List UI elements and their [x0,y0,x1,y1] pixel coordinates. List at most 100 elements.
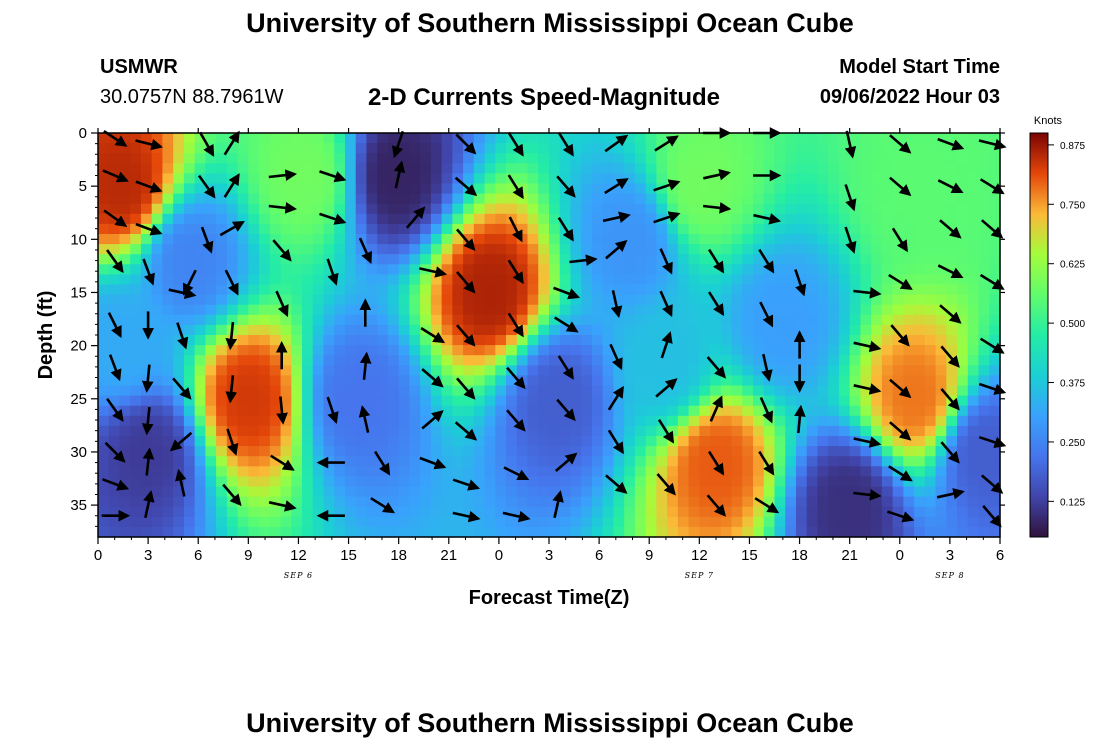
heatmap-cell [645,264,657,275]
heatmap-cell [430,143,443,154]
heatmap-cell [924,133,937,144]
heatmap-cell [248,234,260,245]
heatmap-cell [591,365,604,376]
heatmap-cell [656,274,668,286]
heatmap-cell [366,143,378,154]
heatmap-cell [280,526,292,538]
heatmap-cell [205,375,217,387]
heatmap-cell [978,446,990,457]
heatmap-cell [634,153,647,164]
heatmap-cell [667,254,679,265]
heatmap-cell [162,405,174,417]
heatmap-cell [269,446,282,457]
heatmap-cell [151,466,164,477]
heatmap-cell [259,476,271,488]
heatmap-cell [237,153,249,164]
heatmap-cell [538,425,550,437]
heatmap-cell [871,173,883,185]
heatmap-cell [967,254,980,265]
heatmap-cell [634,234,647,245]
heatmap-cell [506,335,518,346]
heatmap-cell [473,425,486,437]
heatmap-cell [581,203,593,215]
heatmap-cell [151,274,164,286]
heatmap-cell [162,173,174,185]
heatmap-cell [549,213,561,225]
heatmap-cell [817,183,829,195]
heatmap-cell [259,213,271,225]
heatmap-cell [259,324,271,336]
heatmap-cell [183,183,196,195]
heatmap-cell [570,274,582,286]
heatmap-cell [871,324,883,336]
heatmap-cell [645,496,657,508]
heatmap-cell [538,345,550,356]
heatmap-cell [613,294,625,306]
heatmap-cell [871,365,883,376]
heatmap-cell [366,506,378,518]
heatmap-cell [581,193,593,205]
heatmap-cell [387,436,400,447]
heatmap-cell [108,274,121,286]
heatmap-cell [602,456,615,467]
heatmap-cell [173,284,185,296]
heatmap-cell [162,234,174,245]
heatmap-cell [398,264,411,275]
heatmap-cell [871,456,883,467]
heatmap-cell [838,163,851,174]
heatmap-cell [795,254,808,265]
heatmap-cell [473,345,486,356]
heatmap-cell [677,223,690,235]
heatmap-cell [484,355,496,366]
heatmap-cell [731,446,743,457]
heatmap-cell [119,496,131,508]
heatmap-cell [957,395,969,407]
heatmap-cell [259,365,271,376]
heatmap-cell [420,375,432,387]
heatmap-cell [259,314,271,326]
heatmap-cell [699,203,711,215]
heatmap-cell [108,395,121,407]
heatmap-cell [667,335,679,346]
heatmap-cell [731,183,743,195]
heatmap-cell [731,284,743,296]
heatmap-cell [269,324,282,336]
heatmap-cell [924,466,937,477]
heatmap-cell [549,456,561,467]
heatmap-cell [506,324,518,336]
heatmap-cell [506,304,518,316]
heatmap-cell [881,153,894,164]
heatmap-cell [667,324,679,336]
heatmap-cell [355,456,368,467]
heatmap-cell [989,213,1001,225]
heatmap-cell [795,355,808,366]
heatmap-cell [130,395,142,407]
heatmap-cell [924,365,937,376]
heatmap-cell [817,223,829,235]
heatmap-cell [624,274,636,286]
heatmap-cell [194,526,206,538]
heatmap-cell [613,506,625,518]
heatmap-cell [98,395,110,407]
heatmap-cell [634,345,647,356]
heatmap-cell [323,405,335,417]
heatmap-cell [323,365,335,376]
heatmap-cell [828,335,840,346]
heatmap-cell [269,274,282,286]
heatmap-cell [366,395,378,407]
heatmap-cell [495,365,507,376]
heatmap-cell [527,244,539,255]
heatmap-cell [119,294,131,306]
heatmap-cell [591,456,604,467]
heatmap-cell [656,466,668,477]
heatmap-cell [355,173,368,185]
heatmap-cell [538,365,550,376]
heatmap-cell [259,375,271,387]
heatmap-cell [946,466,958,477]
heatmap-cell [559,274,572,286]
heatmap-cell [785,264,797,275]
heatmap-cell [849,254,862,265]
heatmap-cell [430,516,443,528]
heatmap-cell [506,183,518,195]
heatmap-cell [634,415,647,427]
